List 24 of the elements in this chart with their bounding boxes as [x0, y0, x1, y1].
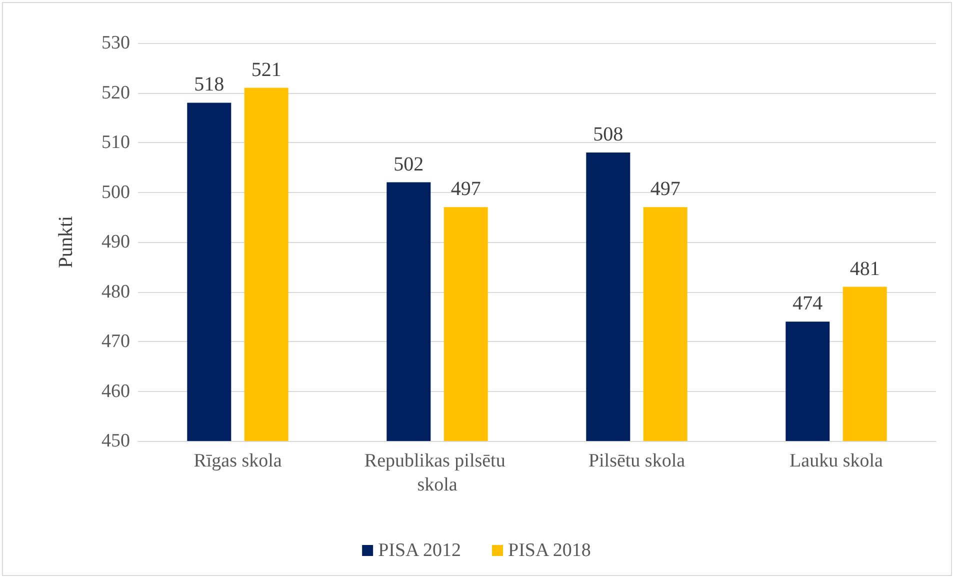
- x-tick-label: Rīgas skola: [194, 450, 282, 472]
- y-tick-label: 490: [102, 232, 130, 252]
- x-tick-label: Lauku skola: [790, 450, 884, 472]
- data-label: 518: [194, 74, 224, 96]
- legend-label: PISA 2018: [508, 540, 591, 561]
- y-axis-title: Punkti: [55, 215, 77, 268]
- y-tick-label: 520: [102, 82, 130, 104]
- y-tick-label: 460: [102, 380, 130, 402]
- y-tick-label: 500: [102, 182, 130, 203]
- x-tick-label: Republikas pilsētu skola: [364, 450, 510, 496]
- data-label: 508: [593, 123, 624, 146]
- y-tick-label: 480: [102, 281, 130, 302]
- data-label: 502: [394, 153, 424, 176]
- y-tick-label: 470: [102, 331, 130, 352]
- y-tick-label: 530: [102, 32, 130, 54]
- legend-label: PISA 2012: [378, 540, 461, 561]
- data-label: 497: [650, 178, 680, 200]
- data-label: 497: [450, 178, 481, 200]
- data-label: 521: [251, 58, 282, 81]
- data-label: 474: [792, 292, 823, 315]
- x-tick-label: Pilsētu skola: [588, 450, 686, 472]
- data-label: 481: [850, 258, 880, 280]
- y-tick-label: 450: [102, 430, 130, 452]
- y-tick-label: 510: [102, 132, 130, 153]
